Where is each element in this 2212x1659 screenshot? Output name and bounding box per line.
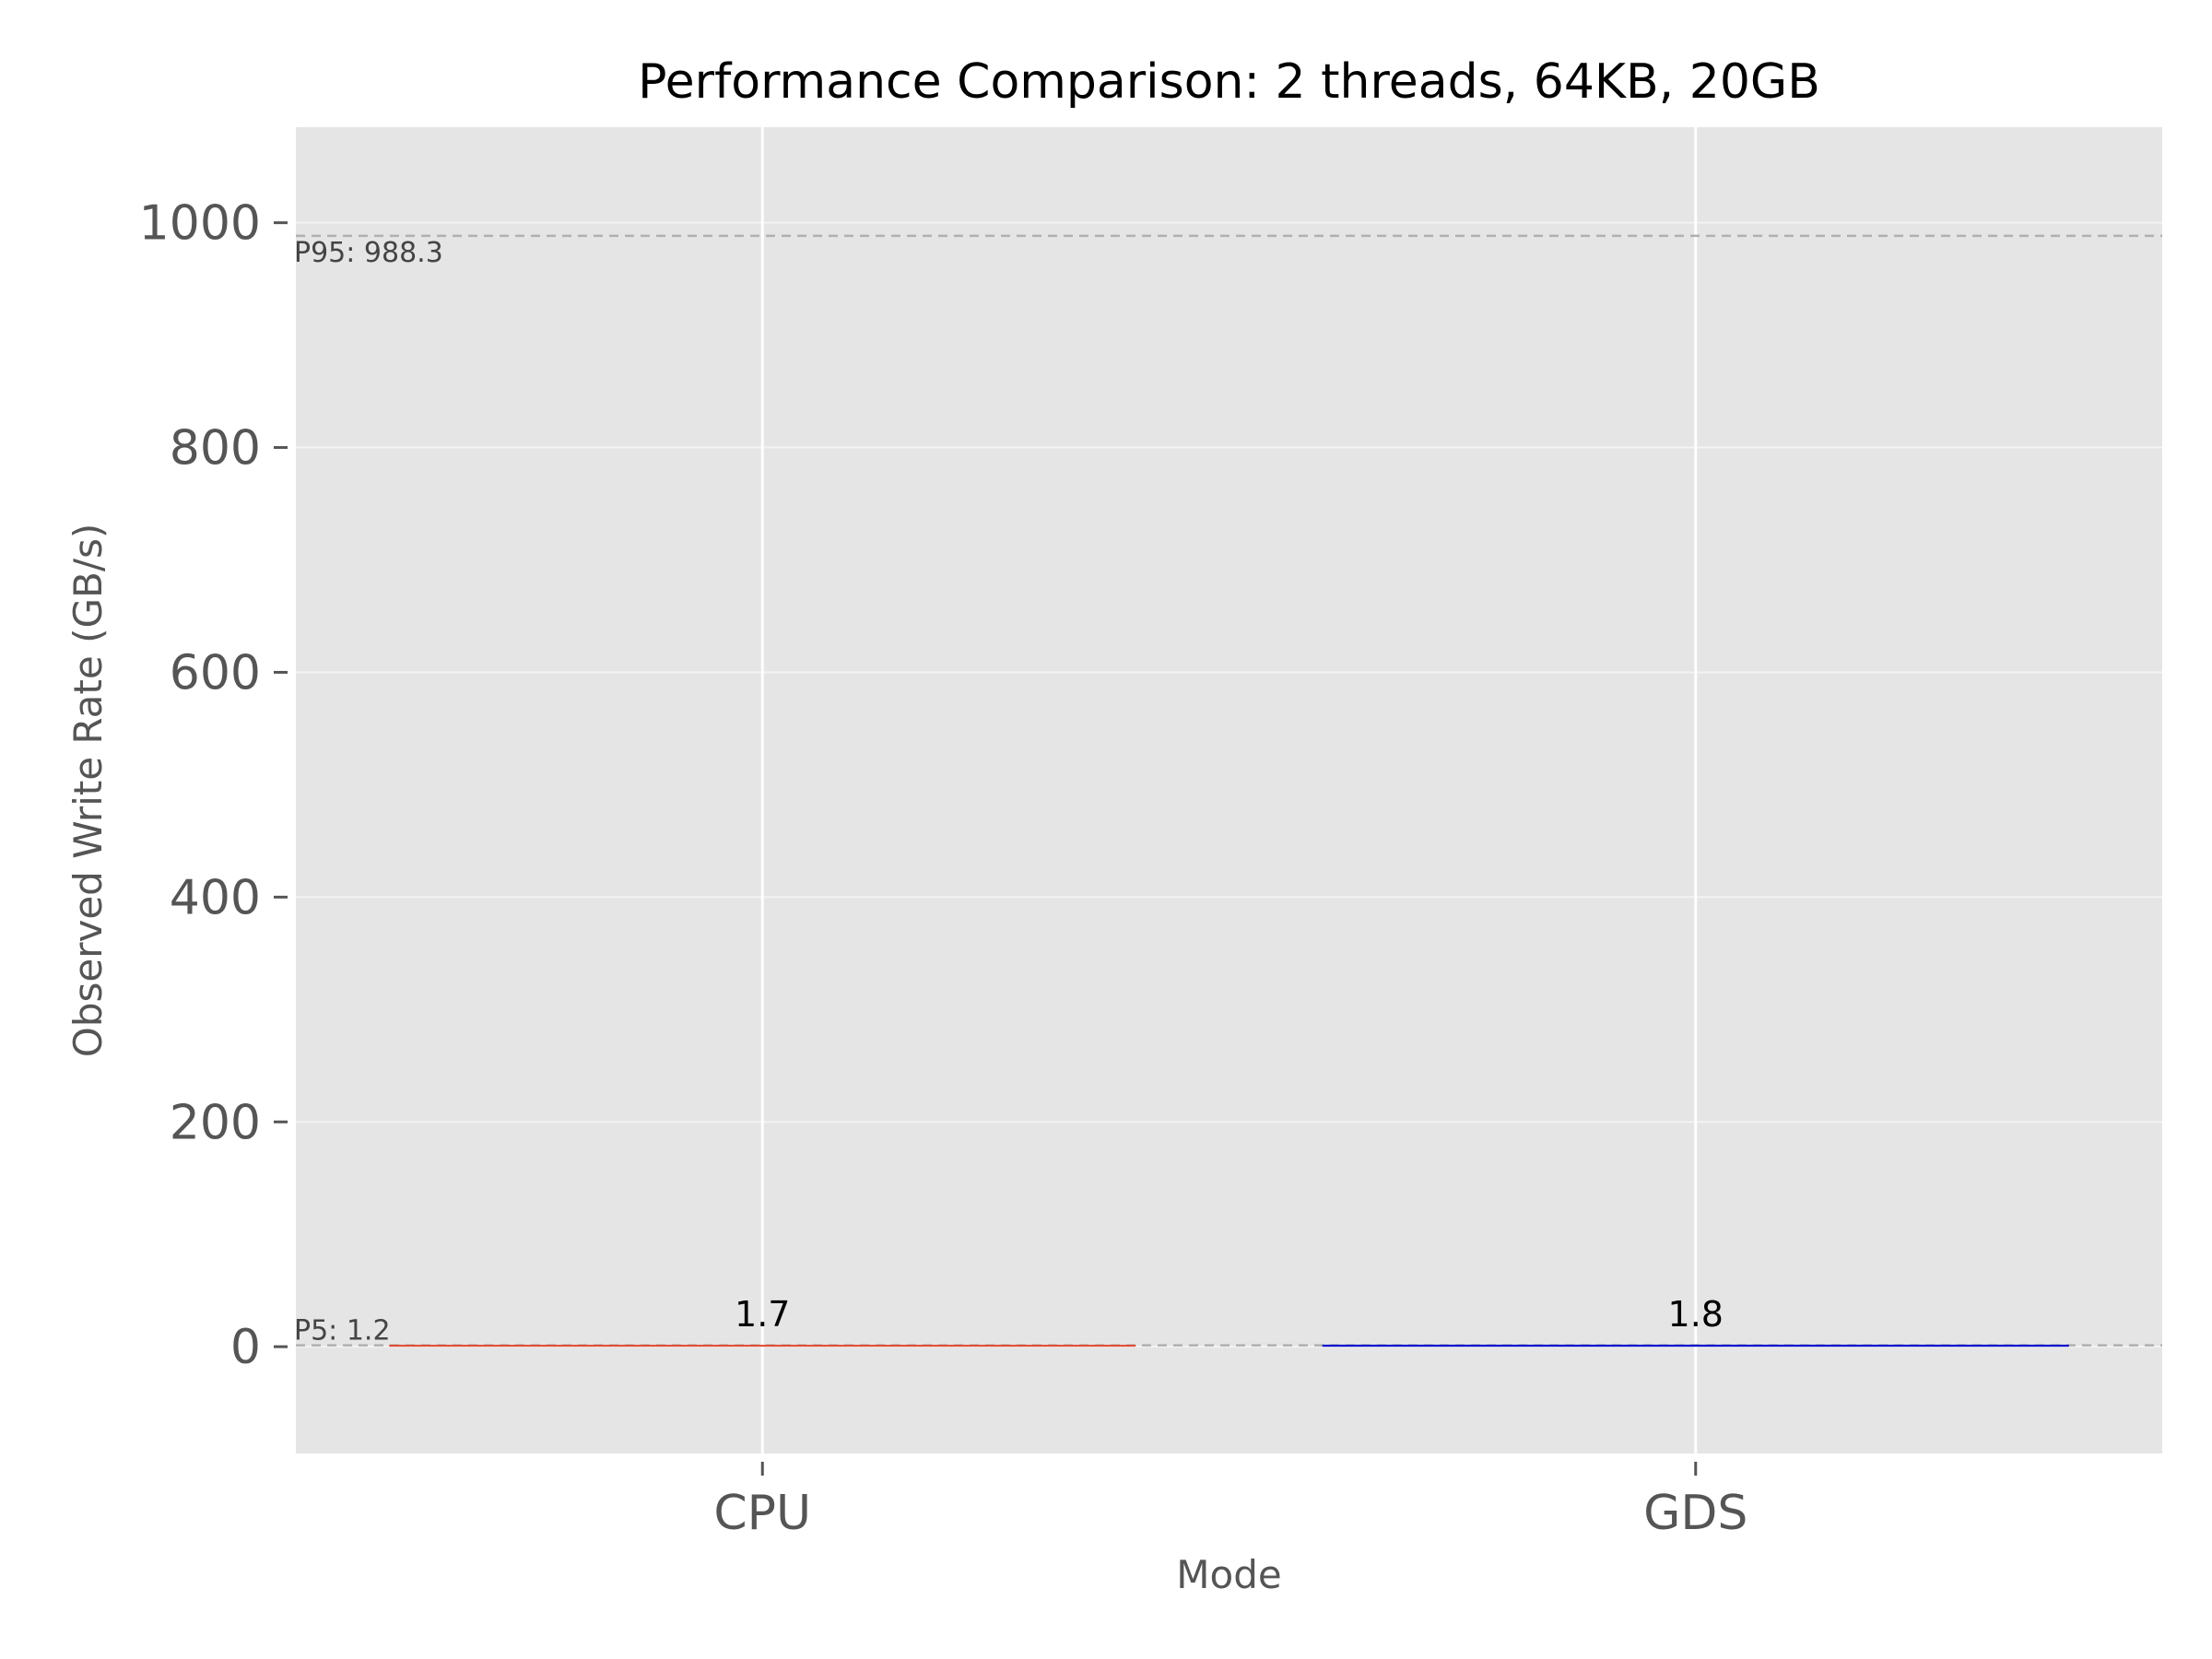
axes: 0 200 400 600 800 1000 CPU GDS	[139, 196, 1748, 1541]
x-axis-title: Mode	[1176, 1552, 1281, 1597]
plot-area	[296, 127, 2162, 1453]
grid-lines	[296, 127, 2162, 1453]
y-tick-label: 600	[170, 645, 261, 700]
y-tick-label: 1000	[139, 196, 261, 252]
x-tick-label: GDS	[1643, 1486, 1747, 1541]
reference-line-label: P95: 988.3	[294, 237, 443, 269]
bar-value-label: 1.8	[1668, 1294, 1724, 1335]
bars	[389, 1344, 2069, 1347]
y-axis-title: Observed Write Rate (GB/s)	[65, 524, 111, 1057]
bar-gds	[1322, 1344, 2069, 1347]
chart-title: Performance Comparison: 2 threads, 64KB,…	[638, 54, 1820, 110]
bar-value-label: 1.7	[735, 1294, 790, 1335]
data-labels: 1.7 1.8	[735, 1294, 1724, 1335]
y-tick-label: 800	[170, 421, 261, 477]
x-tick-label: CPU	[713, 1486, 811, 1541]
reference-line-label: P5: 1.2	[294, 1315, 391, 1347]
y-tick-label: 400	[170, 870, 261, 925]
bar-cpu	[389, 1345, 1136, 1347]
y-tick-label: 200	[170, 1095, 261, 1150]
y-tick-label: 0	[230, 1320, 261, 1375]
